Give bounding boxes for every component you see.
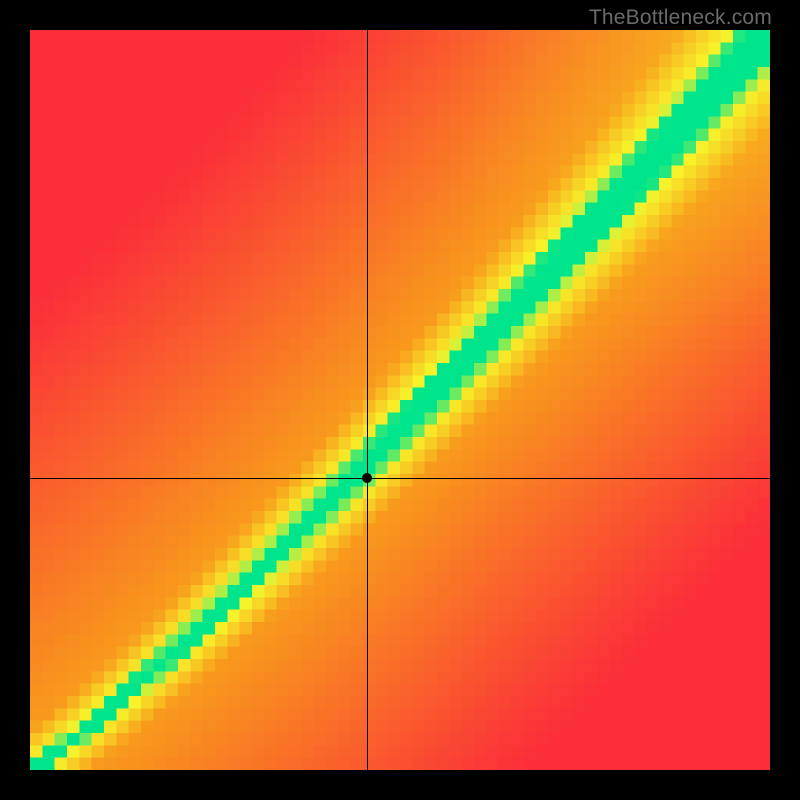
watermark-text: TheBottleneck.com [589, 6, 772, 30]
heatmap-canvas [30, 30, 770, 770]
chart-container: TheBottleneck.com [0, 0, 800, 800]
crosshair-vertical [367, 30, 368, 770]
crosshair-horizontal [30, 478, 770, 479]
plot-area [30, 30, 770, 770]
crosshair-marker [362, 473, 372, 483]
